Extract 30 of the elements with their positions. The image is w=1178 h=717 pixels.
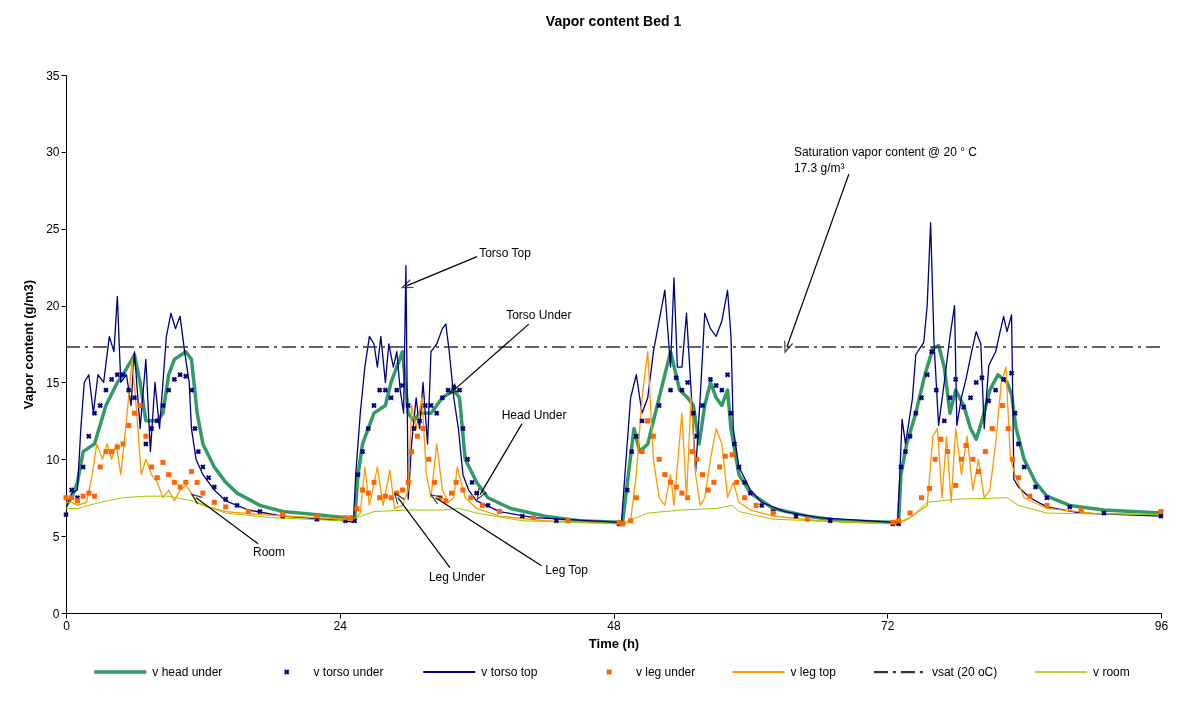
annotation: Room [253, 544, 286, 559]
annotation: Leg Under [428, 569, 485, 584]
y-axis-title: Vapor content (g/m3) [21, 279, 37, 410]
legend-label: v head under [152, 665, 223, 679]
x-tick-label: 48 [607, 618, 621, 633]
annotation: Head Under [501, 407, 567, 422]
y-tick-label: 30 [46, 145, 60, 160]
x-tick-label: 96 [1154, 618, 1169, 633]
legend-label: v room [1093, 665, 1130, 679]
legend-label: vsat (20 oC) [931, 665, 998, 679]
chart-title: Vapor content Bed 1 [545, 13, 682, 29]
legend-label: v torso under [313, 665, 384, 679]
x-tick-label: 24 [333, 618, 348, 633]
x-axis-title: Time (h) [588, 635, 640, 651]
x-tick-label: 72 [881, 618, 895, 633]
legend-label: v leg top [790, 665, 837, 679]
y-tick-label: 0 [52, 606, 60, 621]
annotation: Leg Top [545, 562, 589, 577]
y-tick-label: 10 [46, 452, 60, 467]
legend-label: v leg under [635, 665, 696, 679]
y-tick-label: 35 [46, 68, 60, 83]
annotation: Saturation vapor content @ 20 ° C 17.3 g/m³ [793, 145, 978, 176]
annotation: Torso Under [506, 308, 572, 323]
annotation: Torso Top [479, 245, 532, 260]
x-tick-label: 0 [63, 618, 71, 633]
y-tick-label: 25 [46, 222, 60, 237]
y-tick-label: 5 [52, 529, 60, 544]
y-tick-label: 15 [46, 375, 60, 390]
legend-label: v torso top [481, 665, 538, 679]
y-tick-label: 20 [46, 299, 60, 314]
